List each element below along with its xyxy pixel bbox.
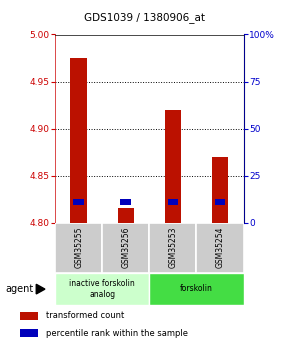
Bar — [55, 223, 102, 273]
Bar — [165, 110, 181, 223]
Bar — [20, 312, 38, 320]
Bar — [149, 273, 244, 305]
Bar — [102, 223, 149, 273]
Text: GSM35253: GSM35253 — [168, 227, 177, 268]
Text: inactive forskolin
analog: inactive forskolin analog — [69, 279, 135, 299]
Bar — [120, 199, 131, 205]
Bar — [73, 199, 84, 205]
Bar — [70, 58, 87, 223]
Bar — [197, 223, 244, 273]
Text: transformed count: transformed count — [46, 311, 124, 320]
Bar — [117, 208, 134, 223]
Bar — [168, 199, 178, 205]
Bar — [149, 223, 197, 273]
Text: GSM35256: GSM35256 — [121, 227, 130, 268]
Polygon shape — [36, 284, 45, 294]
Text: GDS1039 / 1380906_at: GDS1039 / 1380906_at — [84, 12, 206, 23]
Bar — [212, 157, 228, 223]
Text: GSM35255: GSM35255 — [74, 227, 83, 268]
Bar — [20, 329, 38, 337]
Bar — [215, 199, 225, 205]
Text: percentile rank within the sample: percentile rank within the sample — [46, 329, 188, 338]
Text: GSM35254: GSM35254 — [215, 227, 224, 268]
Text: forskolin: forskolin — [180, 284, 213, 294]
Bar — [55, 273, 149, 305]
Text: agent: agent — [6, 284, 34, 294]
